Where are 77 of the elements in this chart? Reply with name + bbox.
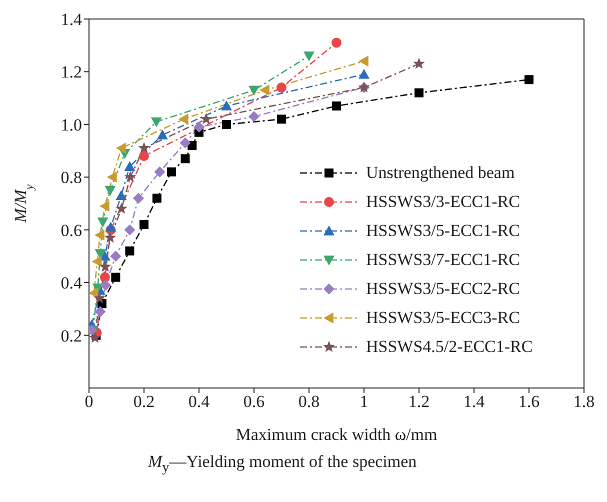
point [304, 52, 314, 62]
y-tick-label: 0.4 [60, 274, 82, 293]
text: M$_{y}$—Yielding moment of the specimen [146, 452, 418, 476]
x-tick-label: 0.4 [188, 392, 210, 412]
point [105, 222, 116, 232]
point [180, 137, 191, 148]
point [116, 142, 126, 154]
x-tick-label: 1.6 [518, 392, 540, 412]
point [100, 272, 110, 282]
point [222, 120, 231, 129]
point [332, 38, 342, 48]
x-tick-label: 0.2 [133, 392, 155, 412]
point [106, 172, 117, 183]
point [94, 292, 106, 304]
point [260, 84, 270, 96]
x-axis-title: Maximum crack width ω/mm [236, 425, 438, 444]
legend-label: HSSWS4.5/2-ECC1-RC [366, 336, 533, 356]
point [150, 117, 162, 128]
point [124, 224, 136, 236]
y-tick-label: 0.6 [60, 220, 82, 240]
legend-label: HSSWS3/7-ECC1-RC [366, 250, 520, 270]
point [99, 200, 110, 212]
point [524, 75, 534, 84]
y-tick-label: 1.4 [60, 10, 82, 30]
point [358, 68, 370, 79]
y-tick-label: 1.2 [60, 62, 82, 82]
point [180, 154, 190, 164]
point [116, 190, 127, 200]
legend-label: HSSWS3/3-ECC1-RC [366, 192, 520, 212]
point [100, 280, 111, 291]
point [178, 114, 188, 125]
point [248, 86, 260, 96]
point [248, 111, 260, 122]
point [414, 88, 424, 98]
point [99, 260, 112, 272]
point [167, 167, 176, 176]
x-tick-label: 1.2 [408, 392, 430, 412]
legend-label: HSSWS3/5-ECC3-RC [366, 308, 520, 328]
x-tick-label: 0 [84, 392, 94, 412]
point [124, 170, 136, 182]
point [276, 82, 286, 93]
legend-label: HSSWS3/5-ECC2-RC [366, 278, 520, 298]
point [138, 142, 150, 154]
point [94, 230, 104, 241]
point [152, 194, 162, 203]
x-tick-label: 0.8 [298, 392, 320, 412]
point [110, 250, 122, 262]
point [104, 186, 116, 196]
point [154, 166, 166, 178]
legend-label: Unstrengthened beam [366, 162, 515, 182]
x-tick-label: 1 [360, 392, 368, 412]
x-tick-label: 0.6 [243, 392, 265, 412]
point [133, 192, 144, 204]
point [140, 220, 148, 230]
point [111, 272, 120, 282]
y-tick-label: 1.0 [60, 115, 82, 134]
legend-label: HSSWS3/5-ECC1-RC [366, 220, 520, 240]
point [200, 112, 212, 124]
point [124, 161, 136, 171]
point [358, 56, 368, 67]
point [156, 129, 168, 140]
point [104, 232, 116, 243]
point [139, 151, 149, 162]
y-tick-label: 0.2 [60, 326, 82, 346]
point [221, 100, 232, 110]
point [194, 122, 204, 133]
point [413, 58, 425, 69]
x-tick-label: 1.8 [573, 392, 595, 412]
x-tick-label: 1.4 [463, 392, 486, 412]
point [97, 218, 108, 228]
point [116, 202, 128, 214]
point [125, 246, 134, 256]
point [92, 256, 102, 267]
point [277, 114, 286, 124]
point [94, 306, 106, 318]
point [332, 101, 341, 110]
y-tick-label: 0.8 [60, 168, 82, 188]
